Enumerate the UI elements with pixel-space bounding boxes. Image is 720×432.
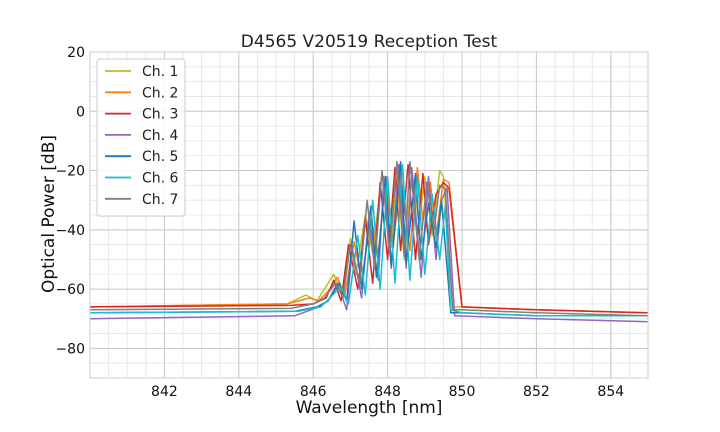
x-tick-label: 852	[523, 384, 550, 400]
series-line-ch-6	[89, 163, 648, 317]
series-line-ch-1	[89, 169, 649, 314]
chart-title: D4565 V20519 Reception Test	[241, 32, 498, 52]
y-axis-label: Optical Power [dB]	[39, 135, 59, 293]
legend-label: Ch. 1	[142, 64, 178, 80]
x-tick-label: 846	[300, 384, 327, 400]
x-tick-label: 854	[597, 384, 624, 400]
series-line-ch-4	[89, 163, 649, 323]
legend-label: Ch. 3	[142, 107, 178, 123]
legend-label: Ch. 5	[142, 149, 178, 165]
y-tick-label: 20	[67, 45, 85, 61]
y-tick-label: −40	[55, 223, 85, 239]
legend: Ch. 1 Ch. 2 Ch. 3 Ch. 4 Ch. 5 Ch. 6 Ch. 7	[96, 58, 186, 217]
legend-label: Ch. 6	[142, 171, 179, 187]
x-axis-label: Wavelength [nm]	[296, 398, 443, 418]
legend-label: Ch. 7	[142, 192, 178, 208]
tick-labels: 842 844 846 848 850 852 854 −80 −60 −40 −20 0 20	[55, 45, 624, 400]
series-line-ch-3	[89, 163, 649, 314]
series-lines	[89, 160, 649, 323]
series-line-ch-5	[89, 160, 648, 317]
x-tick-label: 848	[374, 384, 401, 400]
legend-label: Ch. 2	[142, 85, 178, 101]
y-tick-label: −60	[55, 282, 85, 298]
series-line-ch-7	[89, 160, 649, 317]
x-tick-label: 842	[151, 384, 178, 400]
y-tick-label: −80	[55, 341, 85, 357]
y-tick-label: −20	[55, 164, 85, 180]
x-tick-label: 850	[449, 384, 476, 400]
y-tick-label: 0	[76, 104, 85, 120]
x-tick-label: 844	[225, 384, 252, 400]
legend-label: Ch. 4	[142, 128, 179, 144]
plot-frame	[89, 51, 649, 379]
